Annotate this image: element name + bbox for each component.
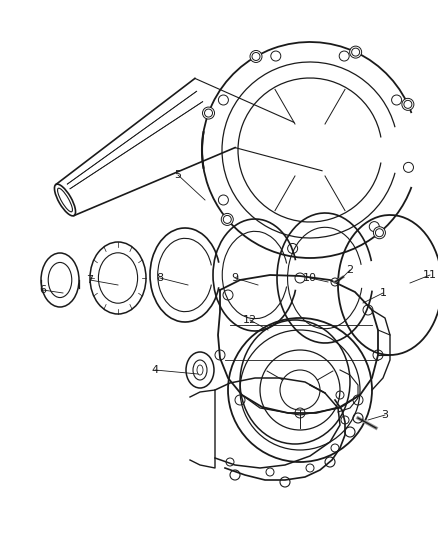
Text: 5: 5 [174, 170, 181, 180]
Ellipse shape [402, 99, 414, 110]
Ellipse shape [221, 213, 233, 225]
Text: 10: 10 [303, 273, 317, 283]
Ellipse shape [374, 227, 385, 239]
Text: 8: 8 [156, 273, 163, 283]
Text: 7: 7 [86, 275, 94, 285]
Text: 6: 6 [39, 285, 46, 295]
Ellipse shape [250, 51, 262, 62]
Text: 11: 11 [423, 270, 437, 280]
Ellipse shape [202, 107, 215, 119]
Text: 9: 9 [231, 273, 239, 283]
Text: 1: 1 [379, 288, 386, 298]
Text: 3: 3 [381, 410, 389, 420]
Text: 12: 12 [243, 315, 257, 325]
Text: 4: 4 [152, 365, 159, 375]
Ellipse shape [350, 46, 362, 58]
Text: 2: 2 [346, 265, 353, 275]
